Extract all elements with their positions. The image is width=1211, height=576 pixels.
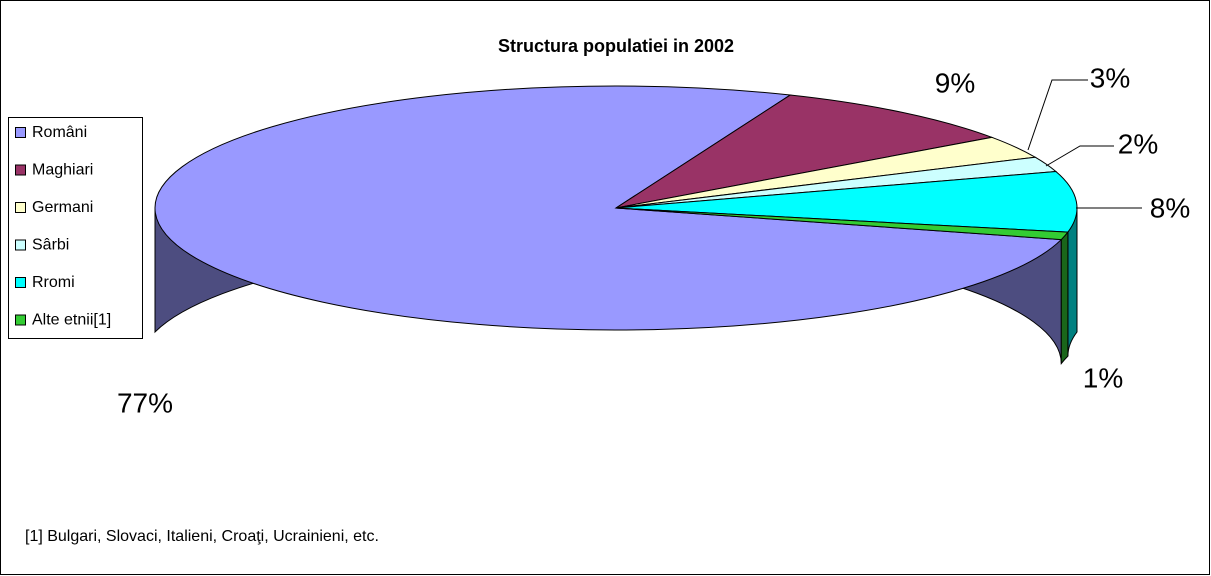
data-label: 9% xyxy=(935,67,975,98)
legend-swatch xyxy=(15,239,26,251)
legend-label: Rromi xyxy=(32,274,75,291)
data-label: 1% xyxy=(1083,362,1123,393)
pie-slice xyxy=(615,171,1078,233)
legend-box xyxy=(8,117,143,339)
legend-swatch xyxy=(15,202,26,213)
pie-slice xyxy=(615,207,1069,241)
data-label: 2% xyxy=(1118,128,1158,159)
legend-label: Alte etnii[1] xyxy=(32,312,111,329)
data-label: 8% xyxy=(1150,192,1190,223)
data-label: 77% xyxy=(117,387,173,418)
pie-slice xyxy=(615,94,994,209)
leader-line xyxy=(1027,79,1088,151)
legend-label: Români xyxy=(32,124,87,141)
chart-title: Structura populatiei in 2002 xyxy=(498,36,734,56)
footnote: [1] Bulgari, Slovaci, Italieni, Croaţi, … xyxy=(25,528,379,545)
legend-swatch xyxy=(15,277,26,288)
legend-swatch xyxy=(15,164,26,176)
pie-side xyxy=(1060,230,1069,366)
legend-swatch xyxy=(15,127,26,138)
data-label: 3% xyxy=(1090,62,1130,93)
legend-label: Sârbi xyxy=(32,237,69,254)
legend-label: Maghiari xyxy=(32,162,93,179)
legend-swatch xyxy=(15,314,26,326)
pie-slice xyxy=(154,85,1063,331)
leader-line xyxy=(1045,145,1114,167)
legend-label: Germani xyxy=(32,199,93,216)
